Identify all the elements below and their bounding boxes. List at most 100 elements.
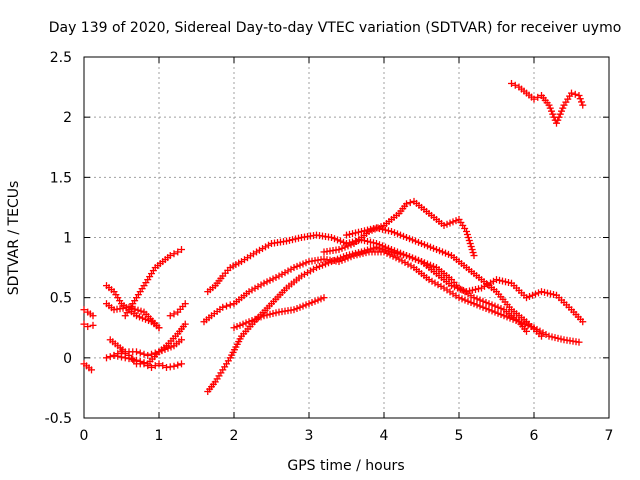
data-point <box>352 229 359 237</box>
data-point <box>469 249 477 257</box>
data-point <box>403 252 410 260</box>
data-point <box>367 238 374 246</box>
data-point <box>388 248 395 256</box>
data-point <box>499 277 506 285</box>
data-point <box>248 317 256 325</box>
data-point <box>473 295 481 303</box>
data-point <box>155 360 163 368</box>
data-point <box>553 119 560 127</box>
data-point <box>494 309 502 317</box>
data-point <box>488 301 496 309</box>
data-point <box>548 107 555 115</box>
data-point <box>382 226 389 234</box>
data-point <box>449 218 457 226</box>
data-point <box>473 301 481 309</box>
data-point <box>257 313 265 321</box>
data-point <box>479 303 487 311</box>
data-point <box>544 289 551 297</box>
data-point <box>479 297 487 305</box>
data-point <box>337 237 344 245</box>
data-point <box>347 241 355 249</box>
y-tick-label: -0.5 <box>45 411 72 427</box>
data-point <box>512 317 520 325</box>
data-point <box>129 355 137 363</box>
data-point <box>344 242 352 250</box>
x-tick-label: 7 <box>605 428 614 444</box>
data-point <box>548 333 556 341</box>
data-point <box>254 314 262 322</box>
data-point <box>299 260 307 268</box>
data-point <box>293 262 301 270</box>
data-point <box>523 327 530 335</box>
data-point <box>290 306 298 314</box>
data-point <box>338 244 346 252</box>
data-point <box>415 238 422 246</box>
y-tick-labels: -0.5 0 0.5 1 1.5 2 2.5 <box>45 50 72 427</box>
data-point <box>134 306 142 314</box>
data-point <box>467 298 475 306</box>
data-point <box>500 312 508 320</box>
y-axis-label: SDTVAR / TECUs <box>6 181 22 296</box>
data-point <box>451 283 458 291</box>
data-point <box>364 237 371 245</box>
data-point <box>251 315 259 323</box>
data-point <box>302 301 310 309</box>
data-point <box>392 254 400 262</box>
x-tick-label: 0 <box>80 428 89 444</box>
x-tick-label: 5 <box>455 428 464 444</box>
data-point <box>409 254 416 262</box>
data-point <box>133 356 140 364</box>
data-point <box>464 234 472 241</box>
y-tick-label: 1 <box>63 231 72 247</box>
data-point <box>493 276 500 284</box>
data-point <box>328 258 335 266</box>
data-point <box>578 98 585 106</box>
data-point <box>88 366 95 374</box>
data-point <box>485 306 493 314</box>
data-point <box>166 252 174 260</box>
data-point <box>299 302 307 310</box>
data-point <box>545 332 553 340</box>
series-s13 <box>204 243 587 396</box>
data-point <box>316 262 323 270</box>
data-point <box>546 104 554 112</box>
data-point <box>494 303 502 311</box>
data-point <box>263 278 271 286</box>
data-point <box>170 250 178 258</box>
data-point <box>466 240 474 248</box>
data-point <box>289 236 296 244</box>
data-point <box>178 360 185 368</box>
y-tick-label: 0.5 <box>50 291 72 307</box>
data-point <box>361 247 368 255</box>
data-point <box>482 304 490 312</box>
data-point <box>576 95 584 103</box>
data-point <box>283 237 290 245</box>
data-point <box>178 336 185 344</box>
y-tick-label: 2 <box>63 110 72 126</box>
data-point <box>406 199 414 207</box>
data-point <box>103 354 110 362</box>
data-point <box>340 238 347 246</box>
y-tick-label: 2.5 <box>50 50 72 66</box>
data-point <box>526 292 533 300</box>
data-point <box>260 312 268 320</box>
data-point <box>118 353 125 361</box>
data-point <box>482 298 490 306</box>
data-point <box>379 245 386 253</box>
data-point <box>448 282 455 290</box>
data-point <box>382 246 389 254</box>
data-point <box>385 227 392 235</box>
data-point <box>406 253 413 261</box>
data-point <box>409 236 416 244</box>
data-point <box>497 311 505 319</box>
data-point <box>421 241 428 249</box>
data-point <box>137 307 145 315</box>
data-point <box>397 250 404 258</box>
series-s9 <box>121 246 185 320</box>
data-point <box>266 276 274 284</box>
data-point <box>418 240 425 248</box>
data-point <box>266 310 274 318</box>
data-point <box>470 252 478 260</box>
data-point <box>136 357 144 365</box>
data-point <box>286 236 293 244</box>
